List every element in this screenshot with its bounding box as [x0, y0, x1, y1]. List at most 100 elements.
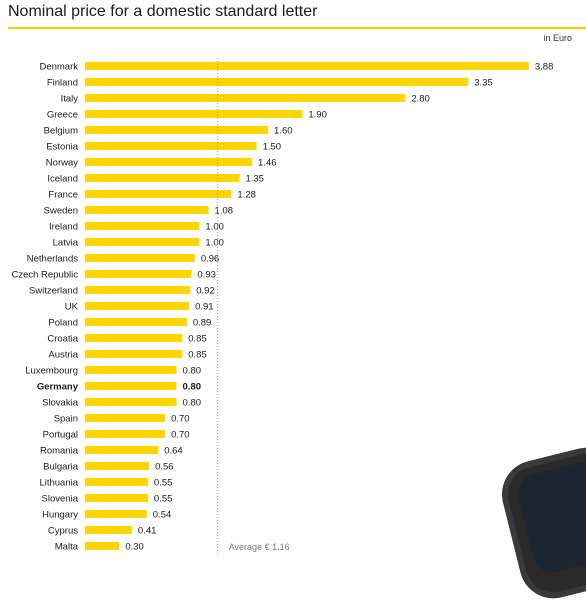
category-label: Portugal [43, 430, 78, 441]
category-label: Austria [48, 350, 78, 361]
value-label: 1.08 [215, 206, 234, 217]
category-label: Malta [55, 542, 79, 553]
category-label: Belgium [44, 126, 78, 137]
smartphone-screen [513, 457, 586, 577]
bar [85, 318, 187, 326]
category-label: Iceland [47, 174, 78, 185]
category-label: UK [65, 302, 79, 313]
value-label: 0.89 [193, 318, 212, 329]
bar [85, 430, 166, 438]
bar [85, 270, 192, 278]
bar [85, 158, 253, 166]
bar [85, 526, 132, 534]
bar [85, 398, 177, 406]
value-label: 2.80 [411, 94, 430, 105]
bar [85, 366, 177, 374]
category-label: Croatia [47, 334, 78, 345]
value-label: 0.41 [138, 526, 157, 537]
value-label: 1.35 [245, 174, 264, 185]
bar [85, 478, 148, 486]
bar [85, 190, 232, 198]
bar [85, 286, 191, 294]
value-label: 0.93 [197, 270, 216, 281]
value-label: 0.96 [201, 254, 220, 265]
category-label: Denmark [39, 62, 78, 73]
bar [85, 78, 469, 86]
unit-label: in Euro [543, 33, 572, 43]
category-label: Greece [47, 110, 78, 121]
bars-group: Denmark 3.88 Finland 3.35 Italy 2.80 Greece 1.9… [11, 62, 553, 553]
category-label: Netherlands [27, 254, 78, 265]
value-label: 0.92 [196, 286, 215, 297]
category-label: Cyprus [48, 526, 78, 537]
category-label: Italy [61, 94, 79, 105]
value-label: 3.88 [535, 62, 554, 73]
category-label: Poland [48, 318, 78, 329]
category-label: Switzerland [29, 286, 78, 297]
category-label: Romania [40, 446, 79, 457]
category-label: Estonia [46, 142, 78, 153]
category-label: Germany [37, 382, 79, 393]
bar [85, 142, 257, 150]
value-label: 0.54 [153, 510, 172, 521]
category-label: Bulgaria [43, 462, 79, 473]
bar [85, 494, 148, 502]
value-label: 0.85 [188, 334, 207, 345]
bar [85, 62, 529, 70]
bar [85, 350, 183, 358]
bar [85, 462, 150, 470]
value-label: 1.50 [263, 142, 282, 153]
category-label: Lithuania [39, 478, 78, 489]
category-label: Finland [47, 78, 78, 89]
bar [85, 206, 209, 214]
chart-title: Nominal price for a domestic standard le… [8, 3, 318, 20]
value-label: 1.00 [205, 238, 224, 249]
value-label: 1.60 [274, 126, 293, 137]
value-label: 0.55 [154, 494, 173, 505]
category-label: Ireland [49, 222, 78, 233]
bar [85, 174, 240, 182]
category-label: Slovakia [42, 398, 79, 409]
value-label: 0.80 [183, 366, 202, 377]
category-label: Spain [54, 414, 78, 425]
category-label: Latvia [53, 238, 79, 249]
value-label: 0.80 [183, 398, 202, 409]
title-underline [8, 27, 586, 29]
bar [85, 302, 190, 310]
bar [85, 222, 200, 230]
value-label: 1.90 [308, 110, 327, 121]
category-label: Slovenia [42, 494, 79, 505]
average-label: Average € 1.16 [229, 542, 290, 552]
category-label: Sweden [44, 206, 78, 217]
value-label: 0.85 [188, 350, 207, 361]
bar [85, 126, 269, 134]
bar [85, 238, 200, 246]
bar [85, 510, 147, 518]
value-label: 0.55 [154, 478, 173, 489]
bar [85, 254, 195, 262]
bar [85, 334, 183, 342]
bar [85, 382, 177, 390]
bar [85, 110, 303, 118]
value-label: 0.70 [171, 430, 190, 441]
value-label: 1.00 [205, 222, 224, 233]
category-label: Czech Republic [11, 270, 78, 281]
category-label: Hungary [42, 510, 78, 521]
category-label: Luxembourg [25, 366, 78, 377]
value-label: 0.56 [155, 462, 174, 473]
value-label: 3.35 [474, 78, 493, 89]
value-label: 1.46 [258, 158, 277, 169]
value-label: 0.70 [171, 414, 190, 425]
bar [85, 414, 166, 422]
value-label: 1.28 [237, 190, 256, 201]
bar [85, 94, 406, 102]
bar [85, 542, 120, 550]
value-label: 0.91 [195, 302, 214, 313]
value-label: 0.30 [125, 542, 144, 553]
category-label: Norway [46, 158, 78, 169]
value-label: 0.64 [164, 446, 183, 457]
bar [85, 446, 159, 454]
category-label: France [48, 190, 78, 201]
bar-chart: Denmark 3.88 Finland 3.35 Italy 2.80 Greece 1.9… [11, 58, 553, 554]
value-label: 0.80 [183, 382, 202, 393]
